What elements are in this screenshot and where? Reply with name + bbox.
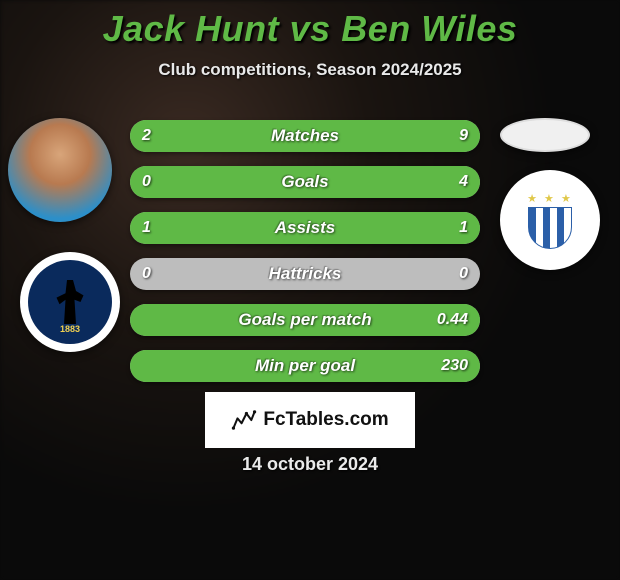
- subtitle: Club competitions, Season 2024/2025: [0, 60, 620, 80]
- stat-label: Matches: [130, 120, 480, 152]
- stat-row: Goals per match0.44: [130, 304, 480, 336]
- stat-row: Min per goal230: [130, 350, 480, 382]
- stat-label: Goals: [130, 166, 480, 198]
- stars-icon: ★ ★ ★: [527, 192, 573, 205]
- watermark: FcTables.com: [205, 392, 415, 448]
- player1-avatar: [8, 118, 112, 222]
- stat-row: 1Assists1: [130, 212, 480, 244]
- stat-row: 0Goals4: [130, 166, 480, 198]
- stat-value-right: 4: [459, 166, 468, 198]
- watermark-text: FcTables.com: [263, 409, 388, 431]
- stat-value-right: 1: [459, 212, 468, 244]
- player2-club-badge: ★ ★ ★: [500, 170, 600, 270]
- huddersfield-crest-icon: [528, 207, 572, 249]
- stat-label: Goals per match: [130, 304, 480, 336]
- player1-name: Jack Hunt: [103, 8, 280, 49]
- stat-value-right: 0.44: [437, 304, 468, 336]
- vs-separator: vs: [290, 8, 331, 49]
- stat-label: Hattricks: [130, 258, 480, 290]
- stat-value-right: 0: [459, 258, 468, 290]
- fctables-logo-icon: [231, 407, 257, 433]
- footer-date: 14 october 2024: [0, 454, 620, 475]
- page-title: Jack Hunt vs Ben Wiles: [0, 0, 620, 50]
- stat-value-right: 9: [459, 120, 468, 152]
- stat-label: Min per goal: [130, 350, 480, 382]
- stat-row: 2Matches9: [130, 120, 480, 152]
- content-root: Jack Hunt vs Ben Wiles Club competitions…: [0, 0, 620, 580]
- player1-club-badge: [20, 252, 120, 352]
- pirate-silhouette-icon: [55, 280, 85, 324]
- stat-value-right: 230: [441, 350, 468, 382]
- bristol-rovers-crest-icon: [28, 260, 112, 344]
- player2-name: Ben Wiles: [341, 8, 517, 49]
- player2-avatar: [500, 118, 590, 152]
- stat-label: Assists: [130, 212, 480, 244]
- stat-row: 0Hattricks0: [130, 258, 480, 290]
- stats-container: 2Matches90Goals41Assists10Hattricks0Goal…: [130, 120, 480, 396]
